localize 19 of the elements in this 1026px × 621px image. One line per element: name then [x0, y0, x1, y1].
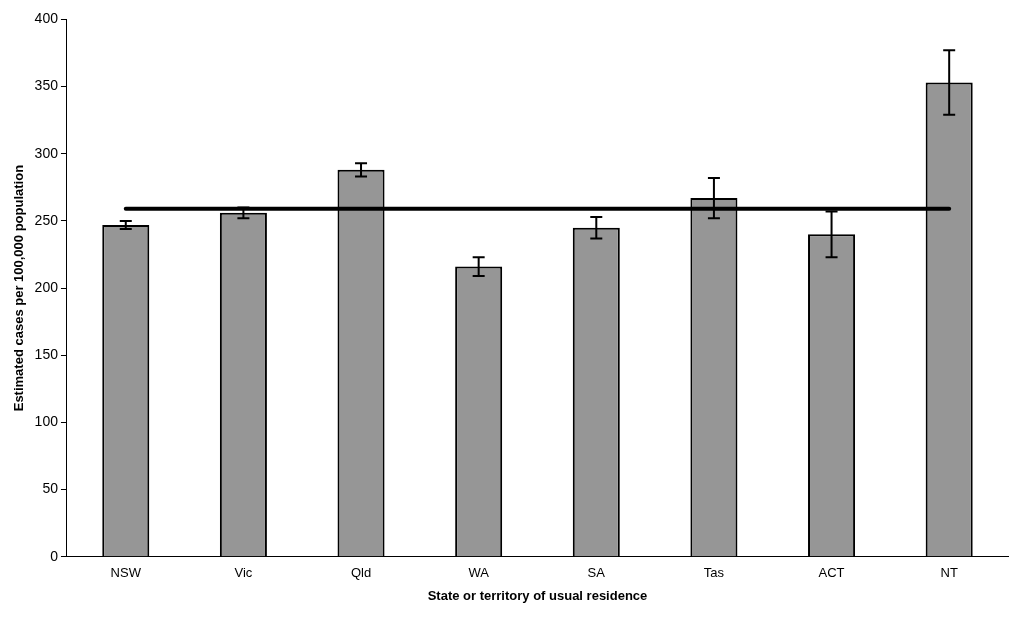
- y-tick-label: 100: [34, 413, 59, 430]
- y-tick-label: 400: [34, 10, 59, 27]
- x-axis-title: State or territory of usual residence: [427, 587, 648, 603]
- x-tick-label: NT: [940, 565, 958, 581]
- x-tick-label: Vic: [234, 565, 253, 581]
- y-tick-label: 200: [34, 278, 59, 295]
- y-tick-label: 50: [42, 480, 59, 497]
- x-tick-label: NSW: [110, 565, 142, 581]
- y-tick-label: 0: [50, 547, 59, 564]
- y-tick-label: 350: [34, 77, 59, 94]
- x-tick-label: Qld: [350, 565, 372, 581]
- y-axis-title: Estimated cases per 100,000 population: [11, 164, 27, 412]
- y-tick-label: 150: [34, 346, 59, 363]
- x-tick-label: WA: [468, 565, 490, 581]
- y-tick-label: 250: [34, 211, 59, 228]
- y-tick-label: 300: [34, 144, 59, 161]
- x-tick-label: SA: [587, 565, 606, 581]
- x-tick-label: Tas: [703, 565, 725, 581]
- x-tick-label: ACT: [818, 565, 845, 581]
